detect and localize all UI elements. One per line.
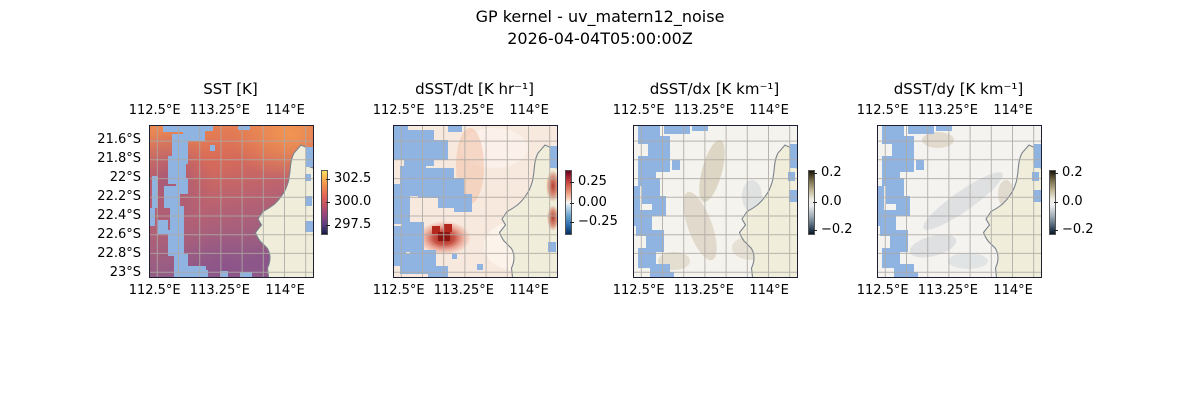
panel-title-dsst-dy: dSST/dy [K km⁻¹] (893, 80, 1024, 98)
colorbar-tick-label: 0.2 (821, 165, 842, 180)
colorbar-tick-label: 0.0 (1062, 194, 1083, 209)
y-tick-label: 22.6°S (97, 227, 141, 242)
x-tick-label: 114°E (749, 103, 789, 118)
x-tick-label: 113.25°E (673, 103, 734, 118)
colorbar-tick-label: 0.2 (1062, 165, 1083, 180)
x-tick-label: 114°E (749, 283, 789, 298)
colorbar-tick-label: −0.2 (821, 222, 853, 237)
colorbar-tick-label: 0.00 (578, 195, 607, 210)
y-tick-label: 22°S (109, 170, 141, 185)
y-tick-label: 23°S (109, 265, 141, 280)
x-tick-label: 112.5°E (128, 283, 181, 298)
x-tick-label: 113.25°E (673, 283, 734, 298)
colorbar-tick-label: 300.0 (334, 194, 372, 209)
colorbar-gradient (565, 170, 572, 235)
x-tick-label: 112.5°E (856, 283, 909, 298)
x-tick-label: 112.5°E (372, 283, 425, 298)
x-tick-label: 113.25°E (917, 103, 978, 118)
colorbar-dsst-dy: 0.2 0.0 −0.2 (1049, 166, 1119, 237)
colorbar-tick-label: 297.5 (334, 217, 372, 232)
x-tick-label: 114°E (265, 283, 305, 298)
colorbar-tick-label: 302.5 (334, 171, 372, 186)
colorbar-sst: 302.5 300.0 297.5 (321, 170, 391, 235)
x-tick-label: 113.25°E (433, 283, 494, 298)
figure-title: GP kernel - uv_matern12_noise (475, 7, 725, 26)
y-tick-label: 21.6°S (97, 132, 141, 147)
map-dsst-dy (877, 125, 1042, 278)
colorbar-tick-label: −0.2 (1062, 222, 1094, 237)
y-tick-label: 22.4°S (97, 208, 141, 223)
x-tick-label: 113.25°E (917, 283, 978, 298)
x-tick-label: 112.5°E (612, 103, 665, 118)
panel-title-dsst-dt: dSST/dt [K hr⁻¹] (415, 80, 534, 98)
colorbar-dsst-dx: 0.2 0.0 −0.2 (808, 166, 878, 237)
x-tick-label: 112.5°E (128, 103, 181, 118)
x-tick-label: 113.25°E (433, 103, 494, 118)
colorbar-tick-label: −0.25 (578, 214, 618, 229)
y-tick-label: 22.8°S (97, 246, 141, 261)
colorbar-tick-label: 0.0 (821, 194, 842, 209)
panel-title-dsst-dx: dSST/dx [K km⁻¹] (649, 80, 780, 98)
x-tick-label: 114°E (993, 283, 1033, 298)
x-tick-label: 113.25°E (189, 103, 250, 118)
colorbar-dsst-dt: 0.25 0.00 −0.25 (565, 170, 635, 235)
x-tick-label: 112.5°E (612, 283, 665, 298)
map-dsst-dx (633, 125, 798, 278)
y-tick-label: 21.8°S (97, 151, 141, 166)
x-tick-label: 114°E (265, 103, 305, 118)
map-dsst-dt (393, 125, 558, 278)
panel-title-sst: SST [K] (203, 80, 258, 98)
y-tick-label: 22.2°S (97, 189, 141, 204)
colorbar-tick-label: 0.25 (578, 174, 607, 189)
figure-subtitle: 2026-04-04T05:00:00Z (507, 29, 693, 48)
x-tick-label: 112.5°E (372, 103, 425, 118)
x-tick-label: 113.25°E (189, 283, 250, 298)
x-tick-label: 112.5°E (856, 103, 909, 118)
x-tick-label: 114°E (993, 103, 1033, 118)
x-tick-label: 114°E (509, 283, 549, 298)
x-tick-label: 114°E (509, 103, 549, 118)
map-sst (149, 125, 314, 278)
